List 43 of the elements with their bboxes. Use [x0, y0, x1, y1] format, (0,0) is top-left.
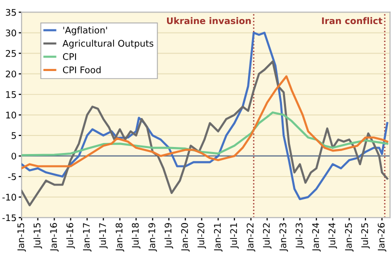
- x-tick-label: Jul-24: [328, 222, 338, 249]
- x-tick-label: Jan-17: [83, 223, 92, 252]
- legend-label: CPI: [62, 53, 76, 60]
- x-tick-label: Jul-22: [262, 223, 272, 249]
- x-tick-label: Jan-23: [279, 223, 288, 252]
- y-tick-label: 30: [6, 30, 16, 36]
- x-tick-label: Jul-25: [361, 223, 370, 249]
- y-tick-label: 5: [12, 132, 16, 140]
- x-tick-label: Jul-18: [132, 223, 140, 249]
- x-tick-label: Jul-23: [296, 223, 304, 249]
- x-tick-label: Jul-17: [98, 223, 108, 249]
- y-tick-label: 35: [6, 8, 16, 16]
- x-tick-label: Jul-20: [197, 223, 206, 249]
- x-tick-label: Jan-16: [50, 223, 59, 252]
- x-tick-label: Jan-26: [378, 223, 386, 252]
- y-tick-label: 0: [12, 152, 16, 160]
- legend-label: CPI Food: [62, 66, 101, 74]
- line-series: [22, 75, 388, 170]
- x-tick-label: Jul-15: [33, 223, 42, 249]
- y-tick-label: 20: [6, 70, 16, 78]
- y-tick-label: -10: [2, 194, 16, 201]
- y-tick-label: 15: [6, 91, 16, 98]
- legend-label: 'Agflation': [63, 26, 107, 36]
- legend-label: Agricultural Outputs: [62, 40, 154, 49]
- x-tick-label: Jan-19: [148, 223, 157, 252]
- x-tick-label: Jan-18: [116, 223, 124, 252]
- x-tick-label: Jan-15: [17, 223, 26, 252]
- x-tick-label: Jul-21: [230, 223, 239, 249]
- x-tick-label: Jan-21: [214, 223, 222, 252]
- ref-line-label: Iran conflict: [322, 17, 382, 24]
- x-tick-label: Jul-16: [66, 223, 75, 249]
- x-tick-label: Jul-19: [164, 223, 174, 249]
- x-tick-label: Jan-24: [312, 222, 321, 252]
- y-tick-label: -15: [2, 214, 16, 222]
- x-tick-label: Jan-20: [181, 223, 190, 252]
- y-tick-label: 10: [6, 112, 16, 118]
- y-tick-label: 25: [6, 50, 16, 57]
- x-tick-label: Jan-25: [345, 223, 354, 252]
- y-tick-label: -5: [8, 173, 16, 180]
- x-tick-label: Jan-22: [246, 223, 256, 252]
- ref-line-label: Ukraine invasion: [167, 17, 251, 24]
- line-series: [22, 111, 388, 156]
- line-series: [22, 60, 388, 206]
